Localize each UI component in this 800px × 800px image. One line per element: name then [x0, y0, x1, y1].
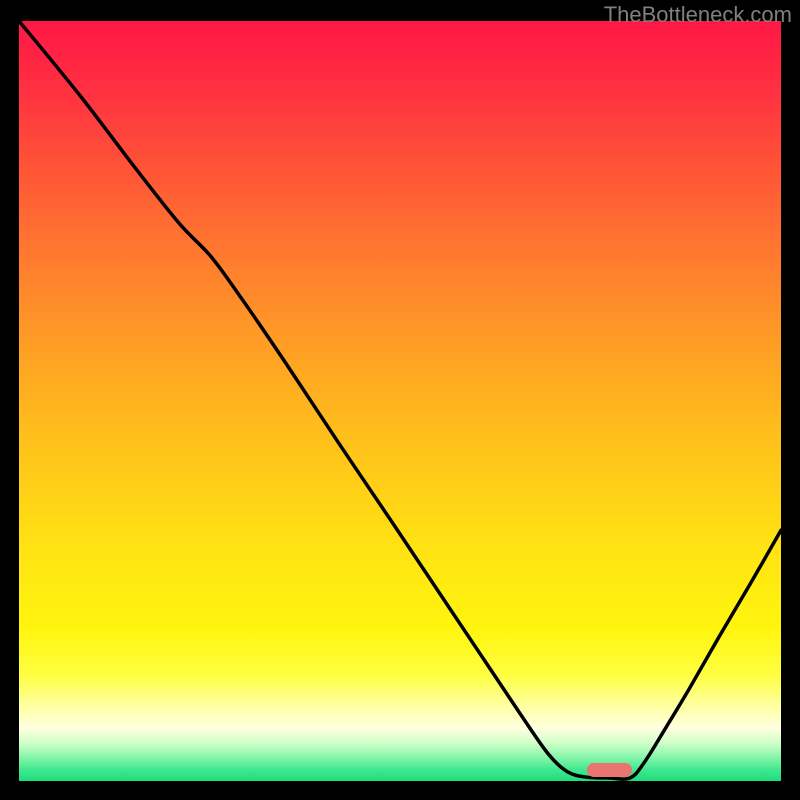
optimal-marker [587, 763, 633, 777]
chart-curve [19, 21, 781, 781]
bottleneck-chart [19, 21, 781, 781]
watermark-text: TheBottleneck.com [604, 2, 792, 28]
